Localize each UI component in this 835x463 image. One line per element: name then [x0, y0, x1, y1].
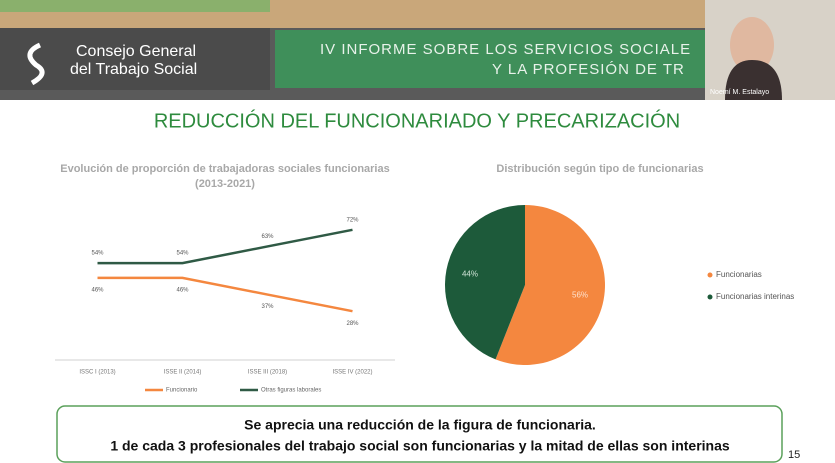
legend-swatch: [708, 295, 713, 300]
x-tick-label: ISSC I (2013): [79, 370, 115, 376]
conclusion-text: 1 de cada 3 profesionales del trabajo so…: [110, 438, 730, 454]
chart-title: Evolución de proporción de trabajadoras …: [55, 162, 395, 192]
page-number: 15: [788, 449, 800, 461]
x-tick-label: ISSE III (2018): [248, 370, 287, 376]
legend-label: Funcionario: [166, 388, 198, 394]
banner-text: IV INFORME SOBRE LOS SERVICIOS SOCIALE: [320, 41, 691, 58]
legend-label: Funcionarias: [716, 270, 762, 279]
slide-screenshot: Consejo General del Trabajo Social IV IN…: [0, 0, 835, 463]
x-tick-label: ISSE II (2014): [164, 370, 202, 376]
data-label: 46%: [91, 287, 104, 293]
legend-swatch: [708, 273, 713, 278]
legend-label: Otras figuras laborales: [261, 388, 321, 394]
participant-name: Noemí M. Estalayo: [710, 89, 769, 96]
data-label: 54%: [176, 251, 189, 257]
logo-text: Consejo General: [76, 43, 196, 60]
series-line: [98, 230, 353, 263]
conclusion-text: Se aprecia una reducción de la figura de…: [244, 417, 596, 433]
x-tick-label: ISSE IV (2022): [332, 370, 372, 376]
data-label: 28%: [346, 321, 359, 327]
header-strip-accent: [0, 0, 270, 12]
data-label: 46%: [176, 287, 189, 293]
data-label: 63%: [261, 234, 274, 240]
banner: [275, 30, 710, 88]
logo-text: del Trabajo Social: [70, 61, 197, 78]
chart-title: Distribución según tipo de funcionarias: [440, 162, 760, 177]
data-label: 56%: [572, 291, 588, 300]
slide-title: REDUCCIÓN DEL FUNCIONARIADO Y PRECARIZAC…: [154, 109, 680, 132]
data-label: 44%: [462, 270, 478, 279]
data-label: 72%: [346, 217, 359, 223]
slide: Consejo General del Trabajo Social IV IN…: [0, 0, 835, 463]
data-label: 54%: [91, 251, 104, 257]
banner-text: Y LA PROFESIÓN DE TR: [492, 61, 685, 78]
series-line: [98, 278, 353, 311]
data-label: 37%: [261, 304, 274, 310]
legend-label: Funcionarias interinas: [716, 292, 794, 301]
